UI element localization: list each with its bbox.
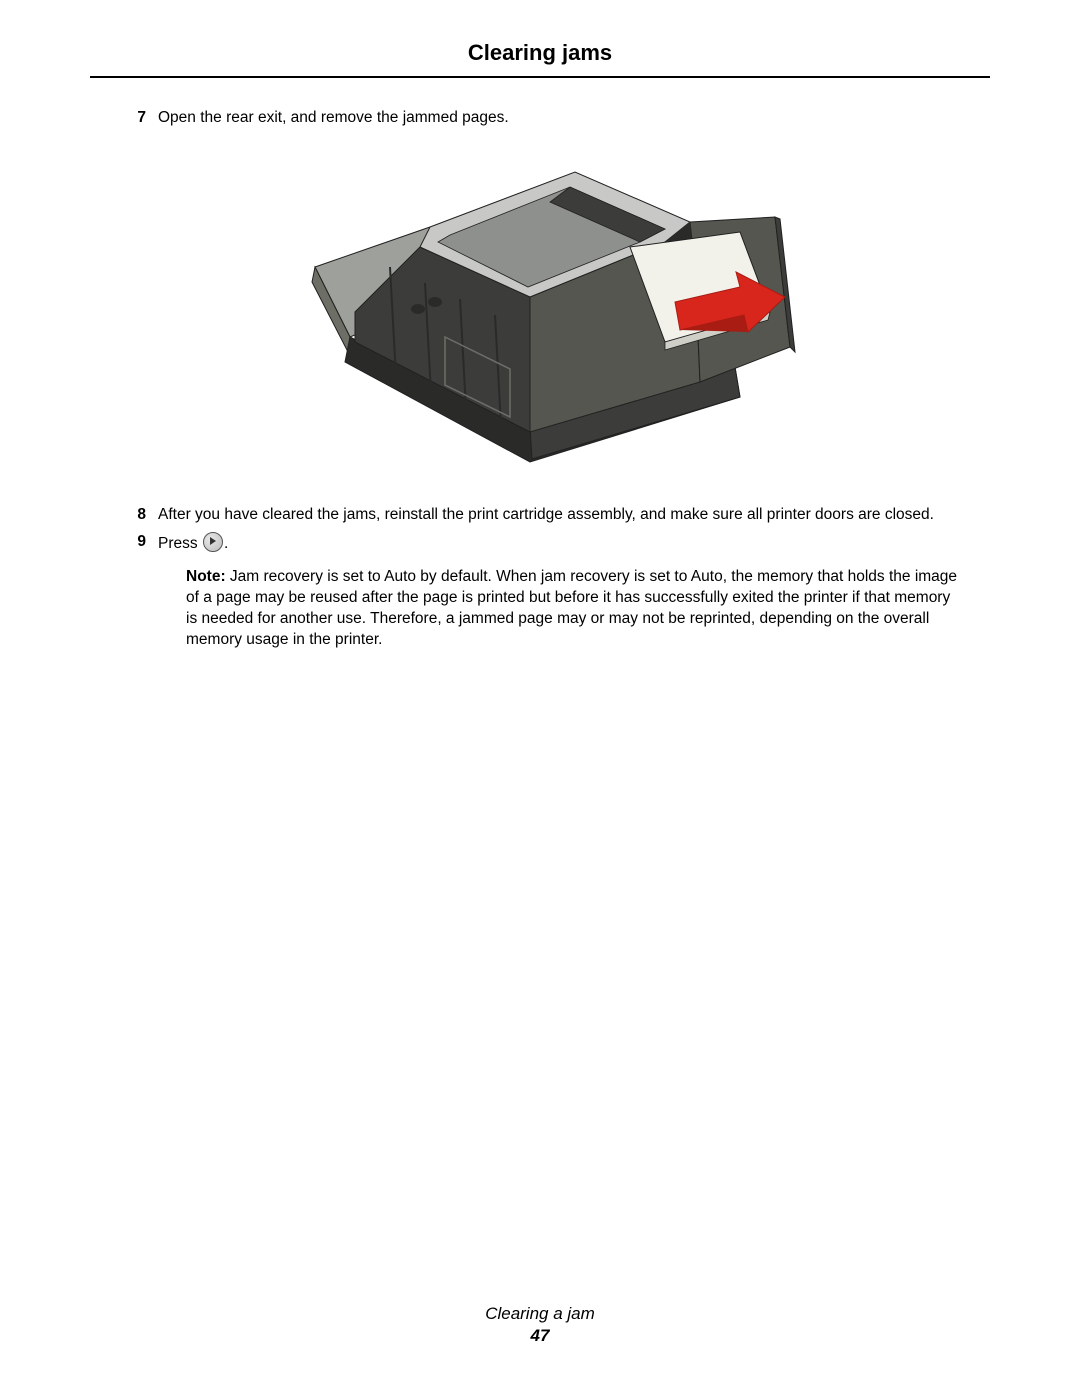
note-text: Jam recovery is set to Auto by default. … [186,568,957,648]
page-header: Clearing jams [90,40,990,78]
step-number: 9 [120,532,158,553]
note-body: Note: Jam recovery is set to Auto by def… [186,567,960,651]
step-text: Press . [158,532,960,555]
step-9: 9 Press . [120,532,960,555]
step-text: Open the rear exit, and remove the jamme… [158,108,960,129]
step-8: 8 After you have cleared the jams, reins… [120,505,960,526]
step-prefix: Press [158,535,202,552]
page-title: Clearing jams [468,40,612,65]
page-footer: Clearing a jam 47 [0,1303,1080,1347]
document-page: Clearing jams 7 Open the rear exit, and … [0,0,1080,1397]
content-area: 7 Open the rear exit, and remove the jam… [90,108,990,650]
step-suffix: . [224,535,228,552]
go-button-icon [203,532,223,552]
note-block: Note: Jam recovery is set to Auto by def… [120,567,960,651]
note-label: Note: [186,568,226,585]
printer-rear-exit-diagram [270,137,810,485]
step-number: 8 [120,505,158,526]
footer-section: Clearing a jam [0,1303,1080,1325]
step-7: 7 Open the rear exit, and remove the jam… [120,108,960,129]
footer-page-number: 47 [0,1325,1080,1347]
step-text: After you have cleared the jams, reinsta… [158,505,960,526]
printer-illustration [120,137,960,485]
step-number: 7 [120,108,158,129]
